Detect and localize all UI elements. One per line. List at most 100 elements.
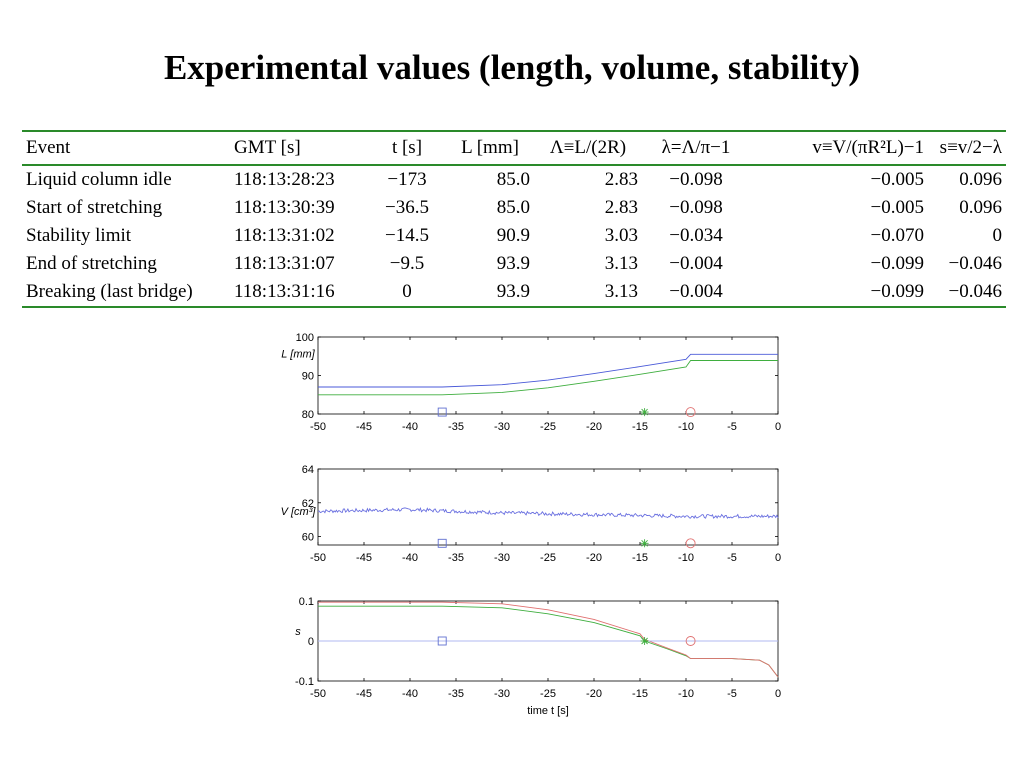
table-top-rule	[22, 130, 1006, 132]
marker-circle	[685, 636, 696, 646]
cell-t: −14.5	[385, 225, 429, 246]
cell-lambda-cap: 3.13	[604, 281, 638, 302]
x-tick-label: -40	[402, 688, 418, 700]
marker-star	[640, 539, 649, 548]
cell-v: −0.005	[870, 197, 924, 218]
cell-gmt: 118:13:31:16	[234, 281, 335, 302]
cell-s: −0.046	[948, 281, 1002, 302]
y-tick-label: 62	[302, 498, 314, 510]
x-tick-label: -40	[402, 421, 418, 433]
header-lambda-cap: Λ≡L/(2R)	[549, 137, 627, 158]
cell-lambda: −0.004	[669, 253, 723, 274]
y-axis-label: L [mm]	[281, 349, 315, 361]
cell-gmt: 118:13:31:02	[234, 225, 335, 246]
cell-length: 85.0	[496, 197, 530, 218]
time-series-charts: -50 -45 -40 -35 -30 -25 -20 -15 -10 -5 0 80 90 100 L […	[240, 326, 800, 726]
x-tick-label: 0	[775, 421, 781, 433]
cell-v: −0.070	[870, 225, 924, 246]
y-tick-label: 60	[302, 532, 314, 544]
cell-lambda: −0.098	[642, 164, 750, 194]
x-tick-label: -35	[448, 421, 464, 433]
x-tick-label: -50	[310, 421, 326, 433]
cell-event: Stability limit	[26, 225, 132, 246]
plot-frame	[317, 336, 779, 415]
cell-length: 93.9	[496, 253, 530, 274]
cell-lambda-cap: 2.83	[534, 164, 642, 194]
cell-length: 90.9	[496, 225, 530, 246]
cell-event: Start of stretching	[26, 197, 163, 218]
table-row: Breaking (last bridge) 118:13:31:16 0 93.9 3…	[22, 278, 1006, 306]
x-tick-label: -15	[632, 421, 648, 433]
x-tick-label: -25	[540, 688, 556, 700]
cell-event: Breaking (last bridge)	[26, 281, 193, 302]
marker-square	[437, 538, 447, 548]
series-line-2	[318, 601, 779, 678]
cell-s: 0	[992, 225, 1003, 246]
x-tick-label: -5	[727, 552, 737, 564]
marker-circle	[685, 538, 696, 549]
x-tick-label: -15	[632, 688, 648, 700]
marker-square	[437, 407, 447, 417]
header-v: v≡V/(πR²L)−1	[812, 137, 924, 158]
y-tick-label: 0.1	[299, 596, 314, 608]
experimental-values-table: Event GMT [s] t [s] L [mm] Λ≡L/(2R) λ=Λ/…	[22, 130, 1006, 308]
x-axis-label: time t [s]	[527, 705, 569, 717]
table-row: Stability limit 118:13:31:02 −14.5 90.9 3.03…	[22, 222, 1006, 250]
table-row: End of stretching 118:13:31:07 −9.5 93.9 3.1…	[22, 250, 1006, 278]
header-s: s≡v/2−λ	[939, 137, 1002, 158]
y-axis-label: s	[295, 626, 301, 638]
x-tick-label: -5	[727, 688, 737, 700]
cell-lambda: −0.004	[669, 281, 723, 302]
x-tick-label: -50	[310, 552, 326, 564]
x-tick-label: 0	[775, 552, 781, 564]
cell-s: 0.096	[928, 164, 1006, 194]
header-t: t [s]	[391, 137, 423, 158]
x-tick-label: -10	[678, 688, 694, 700]
cell-v: −0.099	[870, 253, 924, 274]
y-tick-label: 64	[302, 464, 314, 476]
cell-v: −0.099	[870, 281, 924, 302]
cell-v: −0.005	[750, 164, 928, 194]
table-bottom-rule	[22, 306, 1006, 308]
x-tick-label: -40	[402, 552, 418, 564]
series-line-1	[317, 506, 779, 519]
marker-star	[640, 637, 649, 645]
chart-panel-3: -50 -45 -40 -35 -30 -25 -20 -15 -10 -5 0-0.100.1st…	[295, 596, 781, 717]
header-event: Event	[26, 137, 71, 158]
table-row: Start of stretching 118:13:30:39 −36.5 85.0…	[22, 194, 1006, 222]
x-tick-label: -15	[632, 552, 648, 564]
cell-lambda-cap: 3.13	[604, 253, 638, 274]
table-header-row: Event GMT [s] t [s] L [mm] Λ≡L/(2R) λ=Λ/…	[22, 132, 1006, 165]
y-tick-label: 0	[308, 636, 314, 648]
x-tick-label: -25	[540, 421, 556, 433]
table-body: Liquid column idle 118:13:28:23 −173 85.0 2.…	[22, 164, 1006, 306]
x-tick-label: -30	[494, 688, 510, 700]
cell-lambda-cap: 2.83	[604, 197, 638, 218]
header-lambda: λ=Λ/π−1	[661, 137, 731, 158]
x-tick-label: -35	[448, 688, 464, 700]
plot-frame	[317, 468, 779, 546]
cell-t: 0	[402, 281, 412, 302]
cell-lambda: −0.098	[669, 197, 723, 218]
cell-lambda-cap: 3.03	[604, 225, 638, 246]
cell-gmt: 118:13:28:23	[230, 164, 368, 194]
x-tick-label: -30	[494, 552, 510, 564]
x-tick-label: -50	[310, 688, 326, 700]
x-tick-label: -20	[586, 421, 602, 433]
cell-t: −173	[368, 164, 446, 194]
y-axis-label: V [cm³]	[281, 506, 317, 518]
cell-gmt: 118:13:30:39	[234, 197, 335, 218]
x-tick-label: -20	[586, 552, 602, 564]
marker-square	[437, 636, 447, 646]
x-tick-label: 0	[775, 688, 781, 700]
slide-title: Experimental values (length, volume, sta…	[163, 48, 861, 87]
cell-length: 93.9	[496, 281, 530, 302]
x-tick-label: -30	[494, 421, 510, 433]
header-length: L [mm]	[461, 137, 519, 158]
cell-event: Liquid column idle	[22, 164, 230, 194]
marker-star	[640, 408, 649, 417]
y-tick-label: 90	[302, 371, 314, 383]
